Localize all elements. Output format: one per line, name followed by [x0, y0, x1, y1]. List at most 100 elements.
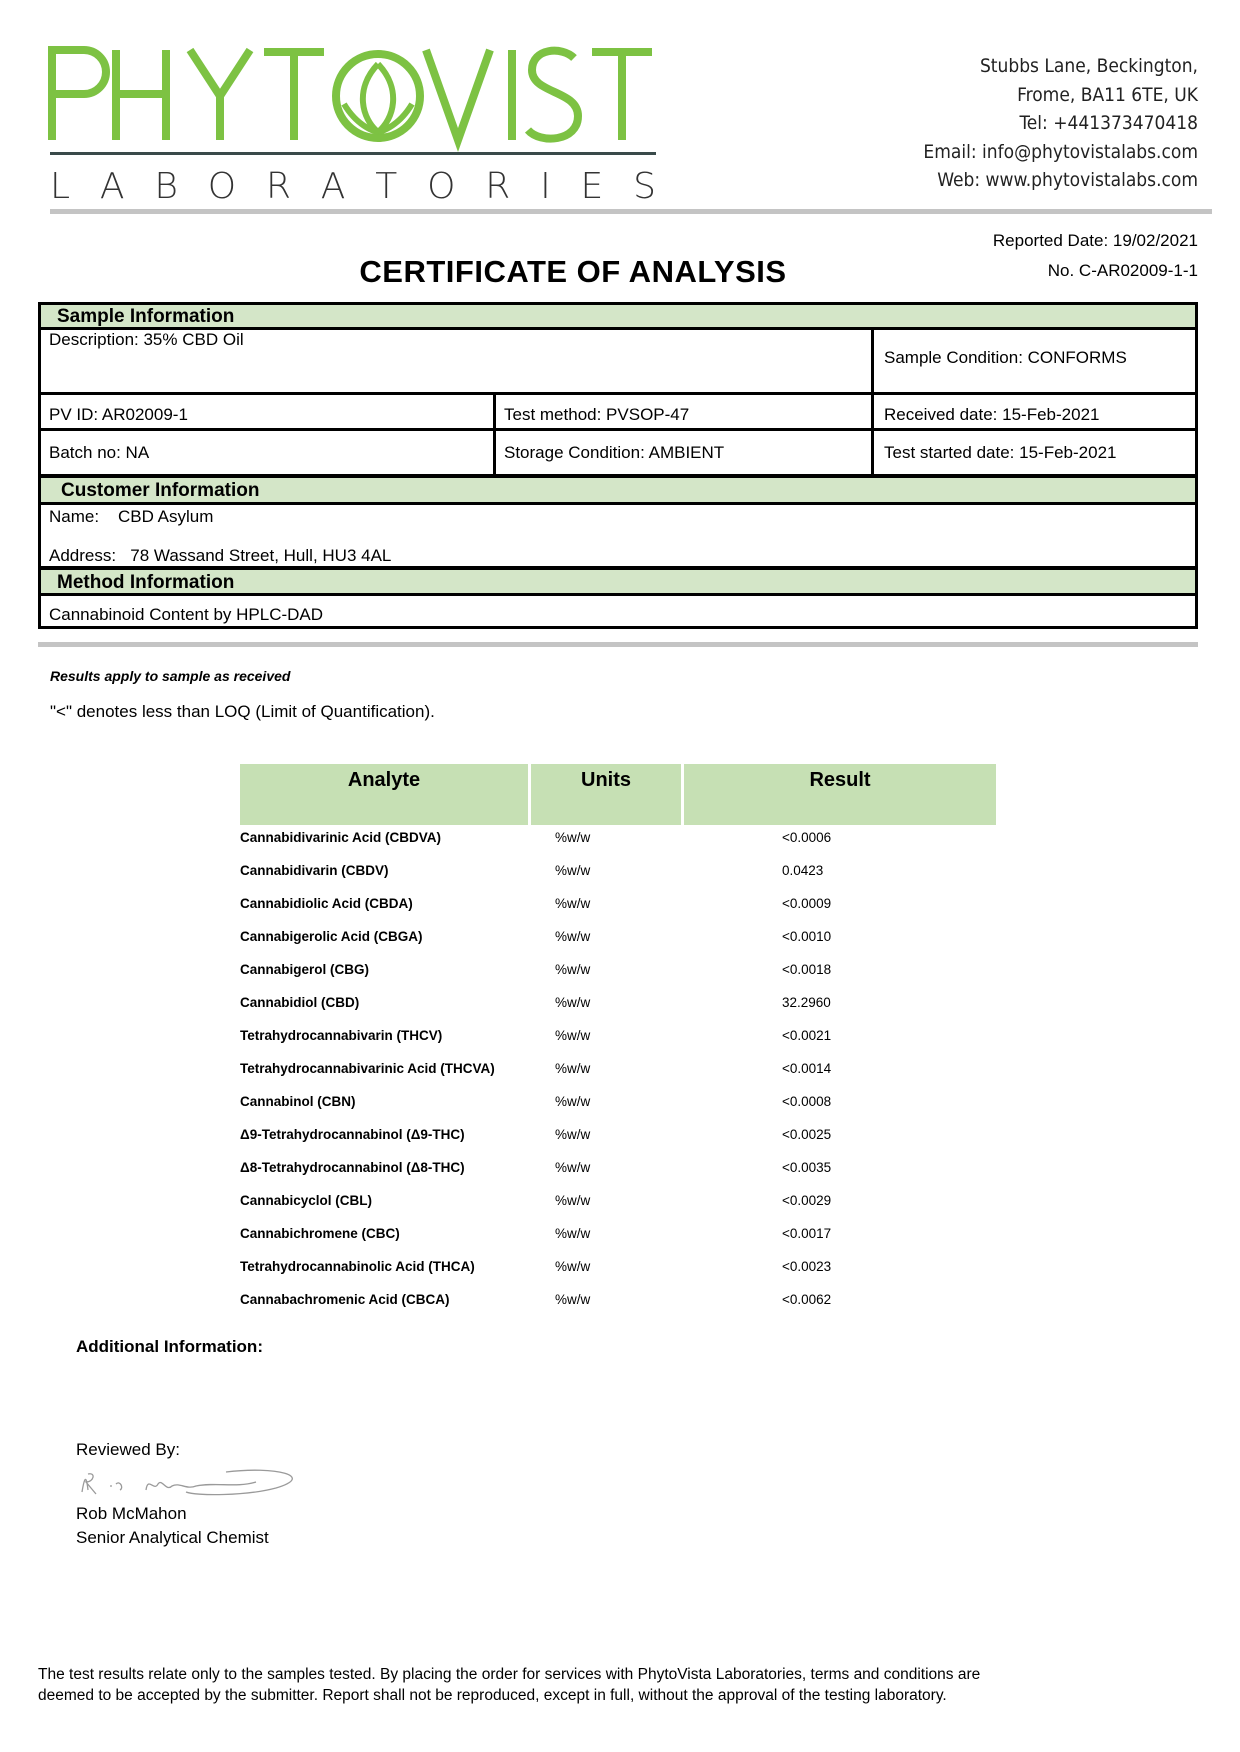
- method-value: Cannabinoid Content by HPLC-DAD: [49, 605, 324, 624]
- cell-units: %w/w: [555, 1061, 591, 1076]
- cell-units: %w/w: [555, 830, 591, 845]
- pv-id: PV ID: AR02009-1: [49, 405, 188, 424]
- cell-result: <0.0017: [782, 1226, 832, 1241]
- storage-condition: Storage Condition: AMBIENT: [504, 443, 725, 462]
- column-header-analyte: Analyte: [240, 764, 528, 825]
- divider: [41, 428, 1195, 431]
- table-row: Δ8-Tetrahydrocannabinol (Δ8-THC) %w/w <0.0…: [240, 1160, 996, 1193]
- table-row: Δ9-Tetrahydrocannabinol (Δ9-THC) %w/w <0.0…: [240, 1127, 996, 1160]
- cell-analyte: Cannabigerol (CBG): [240, 962, 370, 977]
- cell-analyte: Cannabidivarin (CBDV): [240, 863, 389, 878]
- table-row: Cannabidiol (CBD) %w/w 32.2960: [240, 995, 996, 1028]
- cell-analyte: Cannabidiolic Acid (CBDA): [240, 896, 413, 911]
- table-row: Cannabigerolic Acid (CBGA) %w/w <0.0010: [240, 929, 996, 962]
- table-row: Cannabidivarinic Acid (CBDVA) %w/w <0.0006: [240, 830, 996, 863]
- received-date: Received date: 15-Feb-2021: [884, 405, 1100, 424]
- customer-info-header: Customer Information: [41, 478, 1195, 505]
- results-note: Results apply to sample as received: [50, 668, 291, 684]
- signature: [81, 1469, 293, 1496]
- cell-result: <0.0062: [782, 1292, 832, 1307]
- column-header-units: Units: [531, 764, 681, 825]
- table-row: Cannabachromenic Acid (CBCA) %w/w <0.0062: [240, 1292, 996, 1325]
- section-divider: [38, 642, 1198, 647]
- website: Web: www.phytovistalabs.com: [937, 169, 1198, 191]
- cell-result: 0.0423: [782, 863, 824, 878]
- cell-result: <0.0023: [782, 1259, 832, 1274]
- logo-letter: A: [320, 166, 346, 207]
- logo-letter: S: [633, 166, 656, 207]
- cell-units: %w/w: [555, 1160, 591, 1175]
- cell-result: <0.0021: [782, 1028, 832, 1043]
- footer-disclaimer: The test results relate only to the samp…: [38, 1664, 1178, 1706]
- table-row: Tetrahydrocannabivarin (THCV) %w/w <0.0021: [240, 1028, 996, 1061]
- cell-result: <0.0029: [782, 1193, 832, 1208]
- loq-note: "<" denotes less than LOQ (Limit of Quan…: [50, 702, 435, 721]
- divider: [41, 392, 1195, 395]
- address-value: 78 Wassand Street, Hull, HU3 4AL: [130, 546, 392, 565]
- logo-letter: A: [99, 166, 125, 207]
- test-started-date: Test started date: 15-Feb-2021: [884, 443, 1117, 462]
- header-divider: [50, 209, 1212, 214]
- table-row: Cannabinol (CBN) %w/w <0.0008: [240, 1094, 996, 1127]
- cell-analyte: Cannabinol (CBN): [240, 1094, 356, 1109]
- email: Email: info@phytovistalabs.com: [923, 140, 1198, 163]
- cell-units: %w/w: [555, 1094, 591, 1109]
- cell-analyte: Cannabichromene (CBC): [240, 1226, 400, 1241]
- table-row: Cannabicyclol (CBL) %w/w <0.0029: [240, 1193, 996, 1226]
- logo-letter: I: [540, 166, 551, 207]
- cell-units: %w/w: [555, 929, 591, 944]
- logo-letter: R: [485, 166, 511, 207]
- description: Description: 35% CBD Oil: [49, 330, 244, 349]
- name-value: CBD Asylum: [117, 507, 214, 526]
- cell-analyte: Cannabidivarinic Acid (CBDVA): [240, 830, 442, 845]
- cell-units: %w/w: [555, 1226, 591, 1241]
- reported-date: Reported Date: 19/02/2021: [992, 231, 1198, 250]
- test-method: Test method: PVSOP-47: [504, 405, 690, 424]
- cell-result: <0.0010: [782, 929, 832, 944]
- phone: Tel: +441373470418: [1019, 112, 1198, 134]
- cell-analyte: Cannabigerolic Acid (CBGA): [240, 929, 423, 944]
- certificate-number: No. C-AR02009-1-1: [1047, 261, 1198, 280]
- cell-result: <0.0014: [782, 1061, 832, 1076]
- cell-result: <0.0035: [782, 1160, 832, 1175]
- reviewer-name: Rob McMahon: [76, 1504, 187, 1523]
- table-row: Cannabichromene (CBC) %w/w <0.0017: [240, 1226, 996, 1259]
- logo-letter: R: [265, 166, 291, 207]
- logo-letter: O: [207, 166, 237, 207]
- divider: [41, 474, 1195, 478]
- additional-info-label: Additional Information:: [76, 1337, 263, 1356]
- reviewer-role: Senior Analytical Chemist: [76, 1528, 269, 1547]
- name-label: Name:: [49, 507, 100, 526]
- cell-result: <0.0006: [782, 830, 832, 845]
- divider: [871, 330, 874, 477]
- method-info-header: Method Information: [41, 570, 1195, 596]
- cell-analyte: Cannabachromenic Acid (CBCA): [240, 1292, 450, 1307]
- logo-letter: O: [427, 166, 456, 207]
- cell-analyte: Tetrahydrocannabivarin (THCV): [240, 1028, 443, 1043]
- cell-units: %w/w: [555, 1292, 591, 1307]
- customer-address: Address: 78 Wassand Street, Hull, HU3 4A…: [41, 546, 399, 566]
- cell-result: <0.0025: [782, 1127, 832, 1142]
- page-title: CERTIFICATE OF ANALYSIS: [359, 254, 787, 289]
- cell-result: 32.2960: [782, 995, 831, 1010]
- cell-units: %w/w: [555, 1127, 591, 1142]
- table-row: Cannabidiolic Acid (CBDA) %w/w <0.0009: [240, 896, 996, 929]
- column-header-result: Result: [684, 764, 996, 825]
- table-row: Cannabigerol (CBG) %w/w <0.0018: [240, 962, 996, 995]
- cell-units: %w/w: [555, 995, 591, 1010]
- cell-analyte: Tetrahydrocannabivarinic Acid (THCVA): [240, 1061, 495, 1076]
- address-line: Frome, BA11 6TE, UK: [1017, 83, 1198, 106]
- reviewed-by-label: Reviewed By:: [76, 1440, 180, 1459]
- divider: [41, 566, 1195, 570]
- table-row: Tetrahydrocannabivarinic Acid (THCVA) %w/…: [240, 1061, 996, 1094]
- footer-line: deemed to be accepted by the submitter. …: [38, 1687, 947, 1704]
- logo-mark: [48, 46, 652, 152]
- address-line: Stubbs Lane, Beckington,: [979, 55, 1198, 77]
- cell-units: %w/w: [555, 962, 591, 977]
- cell-units: %w/w: [555, 1259, 591, 1274]
- cell-units: %w/w: [555, 896, 591, 911]
- divider: [493, 392, 496, 477]
- report-meta: Reported Date: 19/02/2021 No. C-AR02009-…: [993, 226, 1198, 286]
- cell-result: <0.0008: [782, 1094, 832, 1109]
